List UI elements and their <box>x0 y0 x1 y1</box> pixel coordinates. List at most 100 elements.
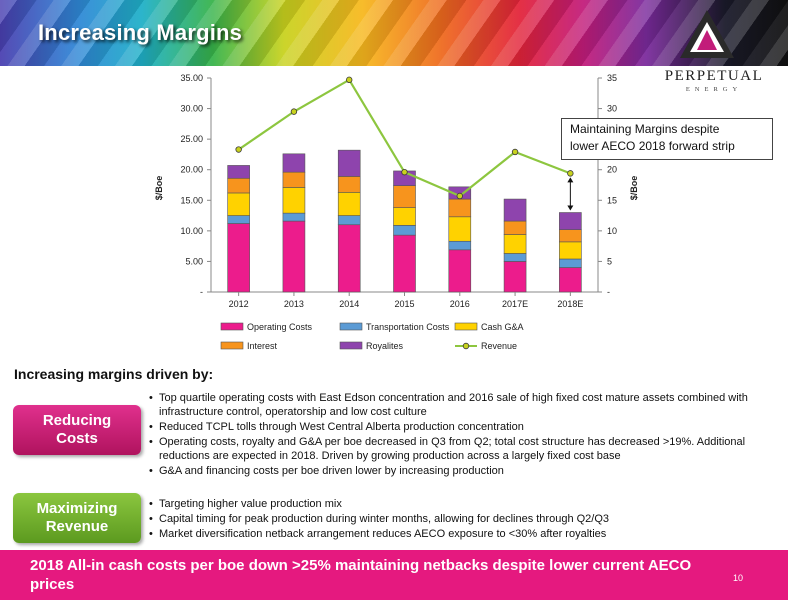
y-tick-label: 30.00 <box>180 104 203 114</box>
maximizing-revenue-line-2: Revenue <box>45 518 109 535</box>
x-tick-label: 2015 <box>394 299 414 309</box>
reducing-costs-bullets: Top quartile operating costs with East E… <box>148 391 776 479</box>
x-tick-label: 2018E <box>557 299 583 309</box>
reducing-costs-line-1: Reducing <box>42 412 112 429</box>
bar-segment <box>503 198 527 222</box>
y2-tick-label: - <box>607 287 610 297</box>
drivers-heading: Increasing margins driven by: <box>14 366 214 382</box>
y-tick-label: 35.00 <box>180 73 203 83</box>
legend-swatch <box>220 322 244 331</box>
bar-segment <box>503 261 527 293</box>
legend-label: Interest <box>247 341 278 351</box>
legend-label: Operating Costs <box>247 322 313 332</box>
legend-swatch <box>339 341 363 350</box>
chart-callout: Maintaining Margins despite lower AECO 2… <box>561 118 773 160</box>
legend-label: Cash G&A <box>481 322 524 332</box>
callout-line-1: Maintaining Margins despite <box>570 122 720 136</box>
list-item: Top quartile operating costs with East E… <box>148 391 776 419</box>
callout-arrow-down-head <box>567 205 574 211</box>
bar-segment <box>227 215 250 224</box>
bar-segment <box>559 241 582 260</box>
legend-swatch <box>454 322 478 331</box>
legend-swatch <box>339 322 363 331</box>
footer-bar <box>0 550 788 600</box>
bar-segment <box>559 212 582 230</box>
company-logo <box>652 0 788 100</box>
bar-segment <box>337 224 361 293</box>
bar-segment <box>503 253 527 262</box>
reducing-costs-line-2: Costs <box>56 430 98 447</box>
revenue-point <box>401 168 408 176</box>
x-tick-label: 2012 <box>229 299 249 309</box>
bar-segment <box>282 171 306 188</box>
y-tick-label: 10.00 <box>180 226 203 236</box>
revenue-point <box>511 148 519 156</box>
y-tick-label: 15.00 <box>180 195 203 205</box>
legend-label: Revenue <box>481 341 517 351</box>
y2-tick-label: 20 <box>607 165 617 175</box>
bar-segment <box>282 220 306 293</box>
maximizing-revenue-badge: Maximizing Revenue <box>13 493 141 543</box>
bar-segment <box>393 207 416 226</box>
bar-segment <box>393 234 416 293</box>
bar-segment <box>227 192 250 216</box>
list-item: Market diversification netback arrangeme… <box>148 527 776 541</box>
bar-segment <box>282 187 306 214</box>
x-tick-label: 2013 <box>284 299 304 309</box>
callout-arrow-up-head <box>567 177 574 183</box>
bar-segment <box>503 220 527 235</box>
logo-mark-icon <box>680 10 734 58</box>
bar-segment <box>393 185 416 208</box>
bar-segment <box>559 229 582 243</box>
revenue-point <box>346 76 353 84</box>
margins-chart: --5.00510.001015.001520.002025.002530.00… <box>154 73 639 351</box>
y-tick-label: - <box>200 287 203 297</box>
bar-segment <box>559 267 582 293</box>
callout-line-2: lower AECO 2018 forward strip <box>570 139 735 153</box>
title-banner <box>0 0 788 66</box>
banner-texture <box>0 0 788 66</box>
list-item: Capital timing for peak production durin… <box>148 512 776 526</box>
list-item: G&A and financing costs per boe driven l… <box>148 464 776 478</box>
maximizing-revenue-line-1: Maximizing <box>36 500 118 517</box>
bar-segment <box>282 212 306 222</box>
y-tick-label: 5.00 <box>185 256 203 266</box>
logo-subtitle: ENERGY <box>685 86 743 93</box>
bar-segment <box>337 215 361 226</box>
revenue-point <box>567 170 574 177</box>
y2-tick-label: 30 <box>607 104 617 114</box>
x-tick-label: 2014 <box>339 299 359 309</box>
x-tick-label: 2016 <box>450 299 470 309</box>
y-axis-title: $/Boe <box>154 176 164 201</box>
revenue-point <box>290 108 298 115</box>
maximizing-revenue-bullets: Targeting higher value production mix Ca… <box>148 497 776 542</box>
legend-swatch-marker <box>462 342 470 350</box>
y2-axis-title: $/Boe <box>629 176 639 201</box>
y2-tick-label: 15 <box>607 195 617 205</box>
y2-tick-label: 35 <box>607 73 617 83</box>
list-item: Operating costs, royalty and G&A per boe… <box>148 435 776 463</box>
logo-wordmark: PERPETUAL <box>664 68 764 84</box>
bar-segment <box>448 216 472 242</box>
legend-label: Transportation Costs <box>366 322 450 332</box>
x-tick-label: 2017E <box>502 299 528 309</box>
bar-segment <box>559 258 582 268</box>
bar-segment <box>393 225 416 236</box>
y2-tick-label: 10 <box>607 226 617 236</box>
revenue-point <box>456 192 463 200</box>
revenue-point <box>235 146 242 153</box>
bar-segment <box>227 223 250 293</box>
y-tick-label: 20.00 <box>180 165 203 175</box>
legend-swatch <box>220 341 244 350</box>
legend-label: Royalites <box>366 341 404 351</box>
page-title: Increasing Margins <box>38 20 243 45</box>
bar-segment <box>448 198 472 218</box>
y2-tick-label: 5 <box>607 256 612 266</box>
list-item: Targeting higher value production mix <box>148 497 776 511</box>
bar-segment <box>227 177 250 194</box>
bar-segment <box>227 165 250 179</box>
bar-segment <box>448 249 472 293</box>
footer-message: 2018 All-in cash costs per boe down >25%… <box>30 557 692 593</box>
list-item: Reduced TCPL tolls through West Central … <box>148 420 776 434</box>
reducing-costs-badge: Reducing Costs <box>13 405 141 455</box>
